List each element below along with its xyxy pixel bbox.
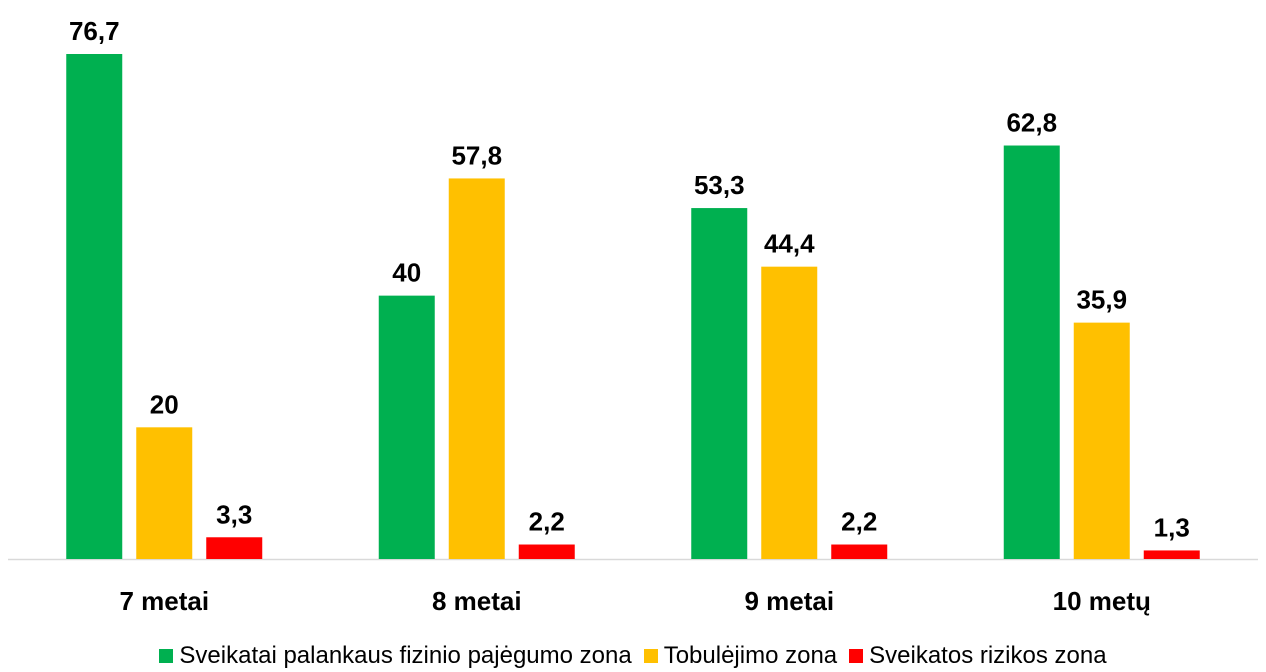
bar (761, 266, 818, 559)
data-label: 44,4 (764, 229, 815, 259)
data-label: 2,2 (529, 507, 565, 537)
legend-label: Sveikatai palankaus fizinio pajėgumo zon… (179, 642, 632, 669)
bar (691, 208, 748, 559)
legend-label: Tobulėjimo zona (663, 642, 838, 669)
bar (518, 544, 575, 559)
data-label: 53,3 (694, 170, 745, 200)
bar (206, 537, 263, 559)
bar (378, 295, 435, 559)
data-label: 1,3 (1154, 512, 1190, 542)
data-label: 76,7 (69, 16, 120, 46)
category-label: 9 metai (744, 586, 834, 616)
category-label: 8 metai (432, 586, 522, 616)
bar (136, 427, 193, 559)
data-label: 40 (392, 258, 421, 288)
legend-item: Sveikatos rizikos zona (849, 642, 1107, 670)
data-label: 62,8 (1006, 108, 1057, 138)
bar (1003, 145, 1060, 559)
bar-chart: 76,7 20 3,3 7 metai 40 57,8 2,2 8 metai 53,3 44,4… (8, 16, 1258, 616)
category-label: 7 metai (119, 586, 209, 616)
legend-label: Sveikatos rizikos zona (869, 642, 1107, 669)
data-label: 20 (150, 389, 179, 419)
legend-item: Tobulėjimo zona (643, 642, 838, 670)
legend-item: Sveikatai palankaus fizinio pajėgumo zon… (159, 642, 632, 670)
data-label: 57,8 (451, 140, 502, 170)
data-label: 3,3 (216, 499, 252, 529)
bar (831, 544, 888, 559)
legend-swatch (159, 649, 174, 663)
legend-swatch (849, 649, 864, 663)
bar (1073, 322, 1130, 559)
legend-swatch (643, 649, 658, 663)
category-label: 10 metų (1053, 586, 1151, 616)
bar (448, 178, 505, 559)
bar (66, 54, 123, 559)
legend: Sveikatai palankaus fizinio pajėgumo zon… (0, 641, 1266, 671)
bar (1143, 550, 1200, 559)
data-label: 35,9 (1076, 285, 1127, 315)
data-label: 2,2 (841, 507, 877, 537)
